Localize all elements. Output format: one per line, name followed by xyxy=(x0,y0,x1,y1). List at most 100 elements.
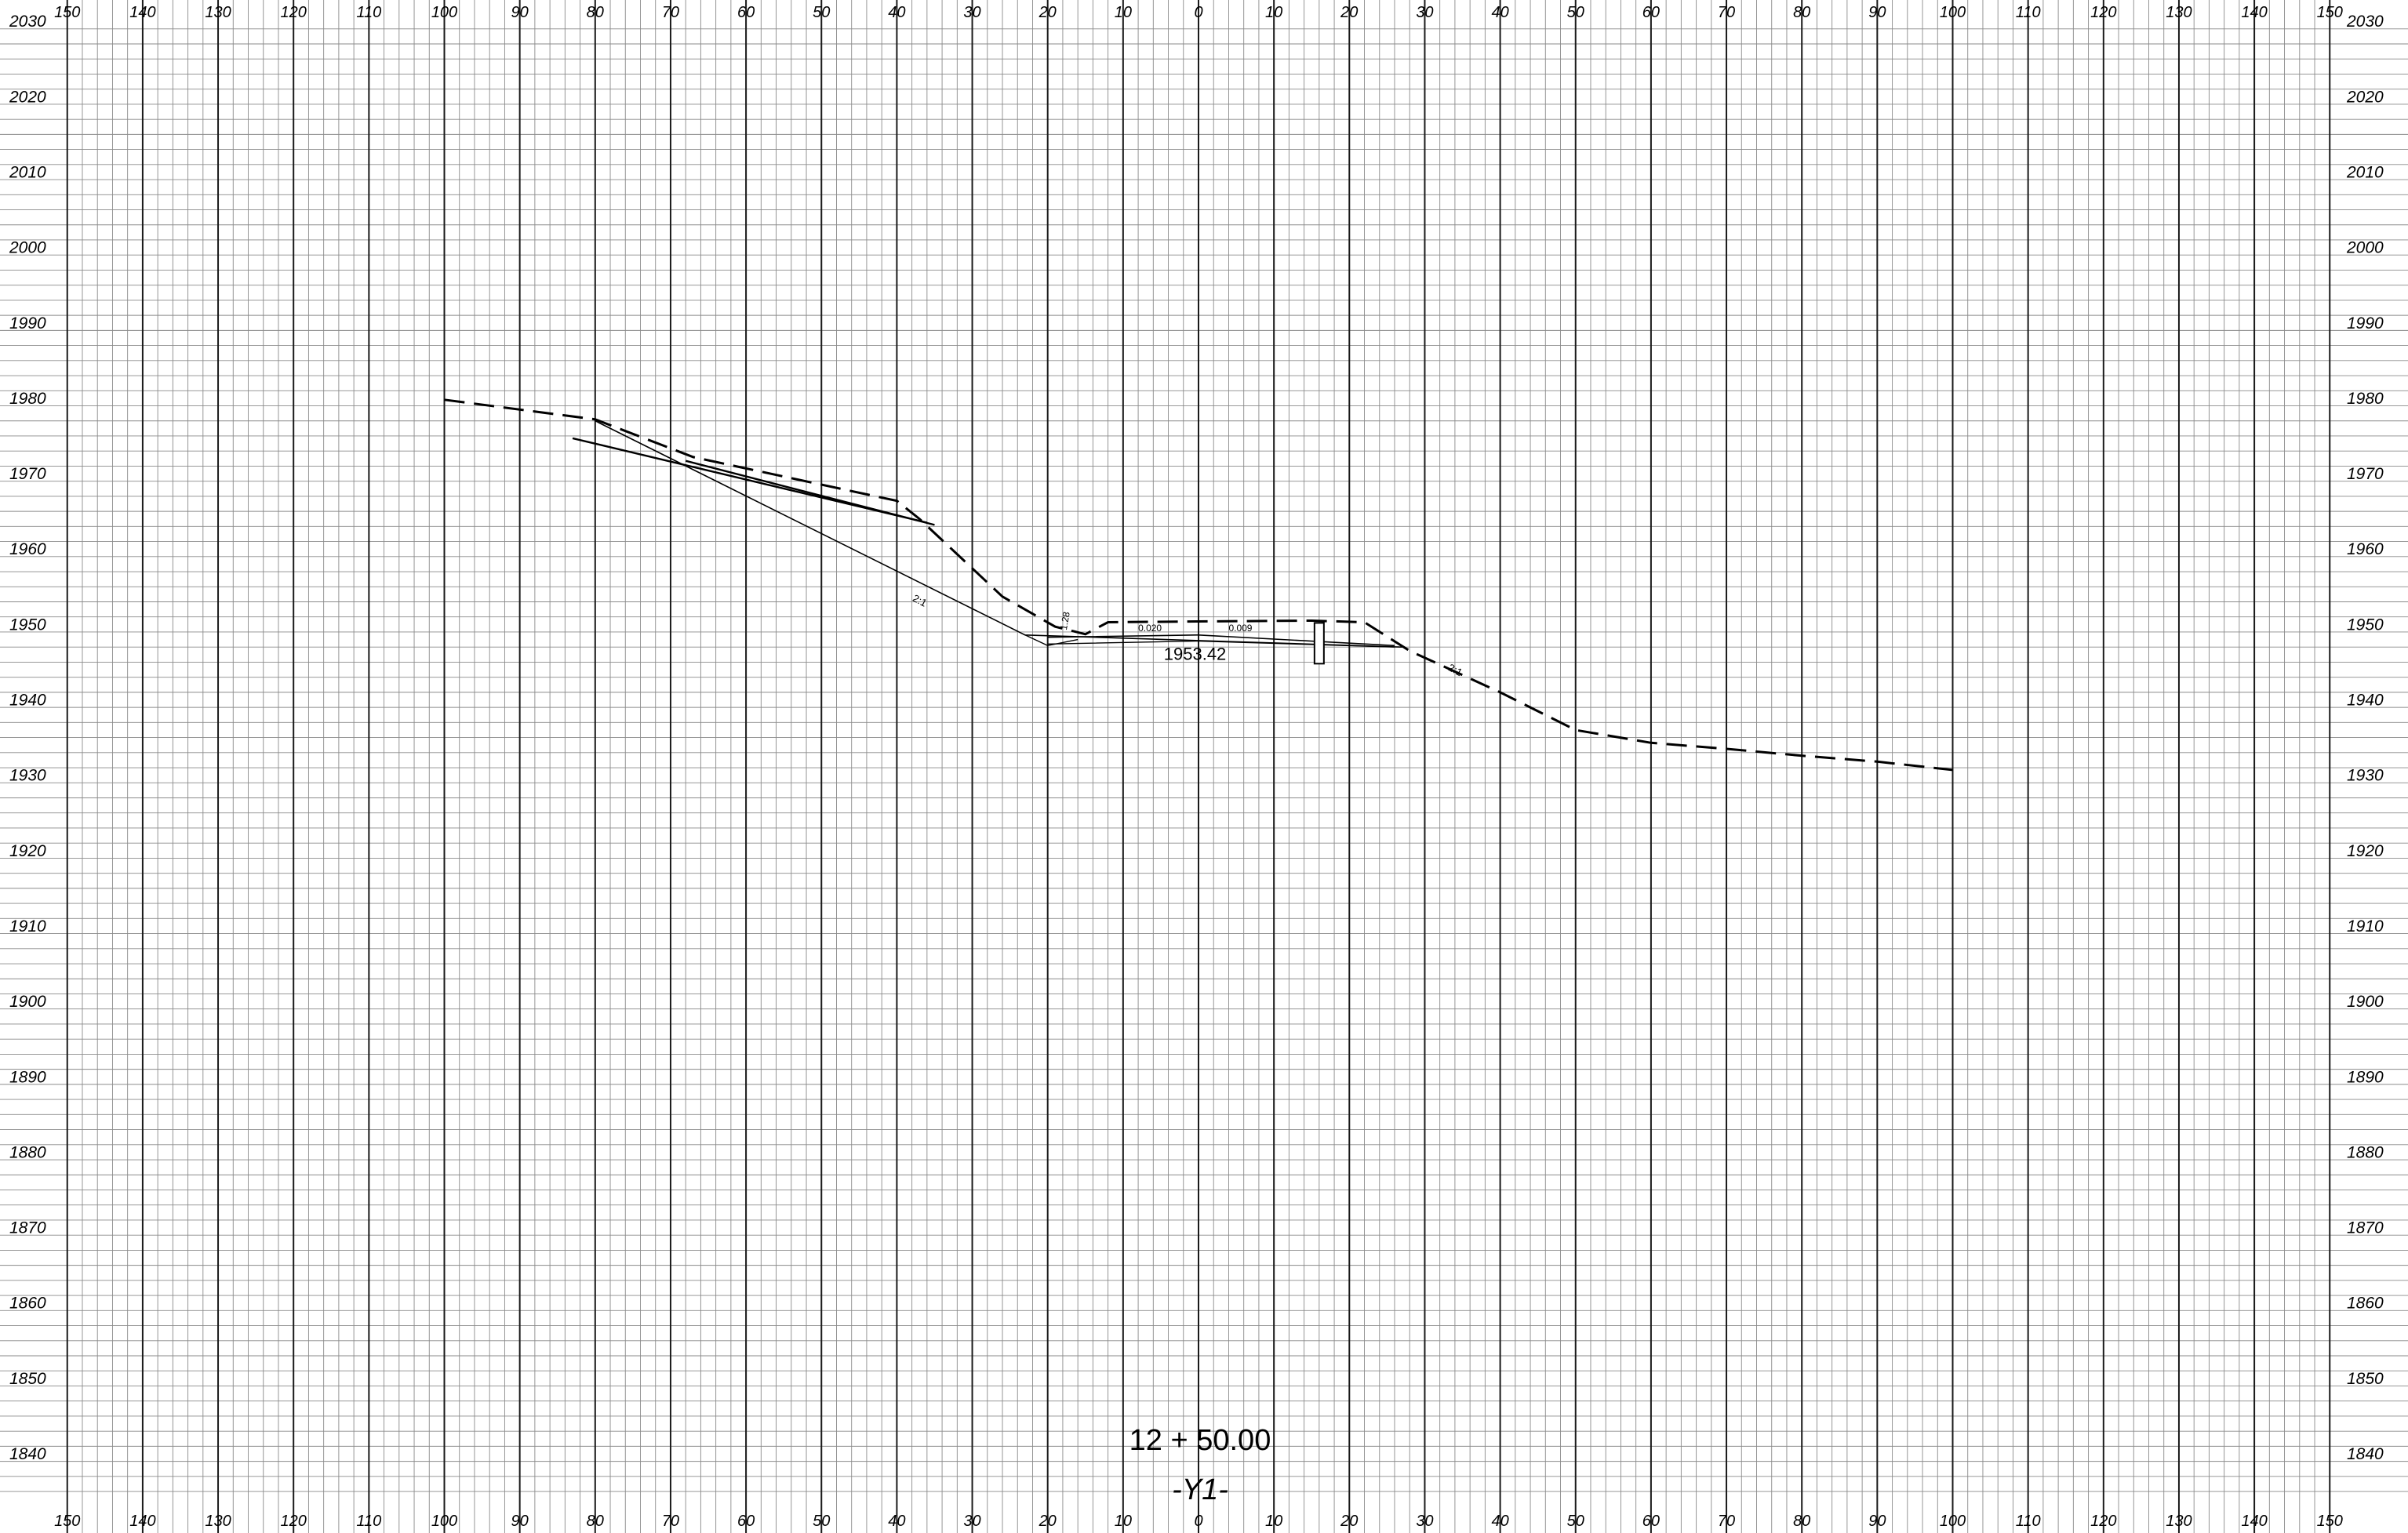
offset-tick-label: 10 xyxy=(1115,4,1132,21)
offset-tick-label: 150 xyxy=(2317,1513,2343,1530)
subgrade-line xyxy=(1047,640,1395,648)
elevation-tick-label-left: 2000 xyxy=(9,239,46,257)
offset-tick-label: 110 xyxy=(2016,1513,2041,1530)
offset-tick-label: 110 xyxy=(2016,4,2041,21)
elevation-tick-label-right: 2020 xyxy=(2346,88,2384,106)
offset-tick-label: 150 xyxy=(54,1513,80,1530)
offset-tick-label: 130 xyxy=(2166,4,2192,21)
offset-tick-label: 80 xyxy=(1793,1513,1810,1530)
elevation-tick-label-left: 1870 xyxy=(9,1219,46,1237)
major-grid xyxy=(66,0,2331,1533)
elevation-tick-label-left: 1850 xyxy=(9,1370,46,1388)
elevation-tick-label-left: 1840 xyxy=(9,1445,46,1463)
cross-slope-right-label: 0.009 xyxy=(1228,623,1252,634)
offset-axis-labels: 1501501401401301301201201101101001009090… xyxy=(54,4,2343,1530)
offset-tick-label: 60 xyxy=(737,4,755,21)
elevation-tick-label-left: 1860 xyxy=(9,1295,46,1313)
elevation-tick-label-right: 1940 xyxy=(2347,692,2384,710)
alignment-label: -Y1- xyxy=(1172,1473,1228,1506)
section-drawing xyxy=(444,398,1953,772)
elevation-tick-label-right: 1990 xyxy=(2347,314,2384,332)
elevation-tick-label-left: 1940 xyxy=(9,692,46,710)
offset-tick-label: 150 xyxy=(54,4,80,21)
elevation-tick-label-right: 1850 xyxy=(2347,1370,2384,1388)
offset-tick-label: 140 xyxy=(2241,4,2267,21)
elevation-tick-label-left: 1880 xyxy=(9,1143,46,1161)
elevation-tick-label-right: 2000 xyxy=(2346,239,2384,257)
offset-tick-label: 80 xyxy=(1793,4,1810,21)
offset-tick-label: 10 xyxy=(1265,4,1282,21)
elevation-tick-label-left: 1900 xyxy=(9,993,46,1011)
offset-tick-label: 140 xyxy=(129,1513,155,1530)
offset-tick-label: 120 xyxy=(281,1513,307,1530)
offset-tick-label: 10 xyxy=(1265,1513,1282,1530)
offset-tick-label: 120 xyxy=(2090,4,2116,21)
offset-tick-label: 130 xyxy=(2166,1513,2192,1530)
offset-tick-label: 70 xyxy=(662,4,679,21)
offset-tick-label: 140 xyxy=(2241,1513,2267,1530)
elevation-tick-label-right: 1950 xyxy=(2347,616,2384,634)
offset-tick-label: 20 xyxy=(1038,1513,1057,1530)
offset-tick-label: 0 xyxy=(1194,4,1202,21)
offset-tick-label: 40 xyxy=(1491,4,1508,21)
elevation-tick-label-right: 2010 xyxy=(2346,163,2384,181)
elevation-axis-labels: 2030 2030 2020 2020 2010 2010 2000 2000 1990 1990… xyxy=(9,13,2384,1463)
offset-tick-label: 80 xyxy=(587,1513,604,1530)
offset-tick-label: 140 xyxy=(129,4,155,21)
offset-tick-label: 120 xyxy=(281,4,307,21)
existing-ground-line xyxy=(444,398,1953,772)
offset-tick-label: 50 xyxy=(1567,4,1584,21)
elevation-tick-label-left: 1930 xyxy=(9,767,46,785)
elevation-tick-label-left: 1920 xyxy=(9,842,46,860)
elevation-tick-label-left: 1960 xyxy=(9,540,46,558)
fill-slope-ratio-label: 2:1 xyxy=(1446,661,1464,678)
elevation-tick-label-right: 1890 xyxy=(2347,1068,2384,1086)
elevation-tick-label-right: 2030 xyxy=(2346,13,2384,31)
station-label: 12 + 50.00 xyxy=(1129,1424,1271,1457)
offset-tick-label: 30 xyxy=(1416,1513,1433,1530)
offset-tick-label: 110 xyxy=(356,4,381,21)
elevation-tick-label-left: 2020 xyxy=(9,88,46,106)
elevation-tick-label-right: 1880 xyxy=(2347,1143,2384,1161)
elevation-tick-label-right: 1960 xyxy=(2347,540,2384,558)
offset-tick-label: 100 xyxy=(431,1513,457,1530)
elevation-tick-label-right: 1910 xyxy=(2347,917,2384,935)
elevation-tick-label-right: 1970 xyxy=(2347,465,2384,483)
offset-tick-label: 20 xyxy=(1038,4,1057,21)
offset-tick-label: 30 xyxy=(963,1513,980,1530)
cross-slope-left-label: 0.020 xyxy=(1138,623,1162,634)
road-surface-line xyxy=(1047,634,1395,647)
offset-tick-label: 20 xyxy=(1340,4,1358,21)
elevation-tick-label-left: 1950 xyxy=(9,616,46,634)
elevation-tick-label-right: 1900 xyxy=(2347,993,2384,1011)
offset-tick-label: 60 xyxy=(1642,4,1660,21)
offset-tick-label: 150 xyxy=(2317,4,2343,21)
offset-tick-label: 120 xyxy=(2090,1513,2116,1530)
offset-tick-label: 60 xyxy=(737,1513,755,1530)
elevation-tick-label-right: 1930 xyxy=(2347,767,2384,785)
offset-tick-label: 30 xyxy=(1416,4,1433,21)
offset-tick-label: 70 xyxy=(662,1513,679,1530)
offset-tick-label: 70 xyxy=(1718,4,1735,21)
elevation-tick-label-left: 2030 xyxy=(9,13,46,31)
offset-tick-label: 60 xyxy=(1642,1513,1660,1530)
offset-tick-label: 50 xyxy=(813,4,830,21)
offset-tick-label: 100 xyxy=(1940,4,1966,21)
offset-tick-label: 110 xyxy=(356,1513,381,1530)
offset-tick-label: 80 xyxy=(587,4,604,21)
elevation-tick-label-right: 1840 xyxy=(2347,1445,2384,1463)
offset-tick-label: 30 xyxy=(963,4,980,21)
ditch-line xyxy=(1024,634,1079,647)
offset-tick-label: 50 xyxy=(1567,1513,1584,1530)
offset-tick-label: 130 xyxy=(205,1513,231,1530)
elevation-tick-label-right: 1870 xyxy=(2347,1219,2384,1237)
cut-slope-ratio-label: 2:1 xyxy=(911,592,929,609)
elevation-tick-label-left: 1970 xyxy=(9,465,46,483)
elevation-tick-label-left: 1980 xyxy=(9,390,46,408)
elevation-tick-label-left: 1910 xyxy=(9,917,46,935)
offset-tick-label: 130 xyxy=(205,4,231,21)
elevation-tick-label-right: 1920 xyxy=(2347,842,2384,860)
offset-tick-label: 70 xyxy=(1718,1513,1735,1530)
